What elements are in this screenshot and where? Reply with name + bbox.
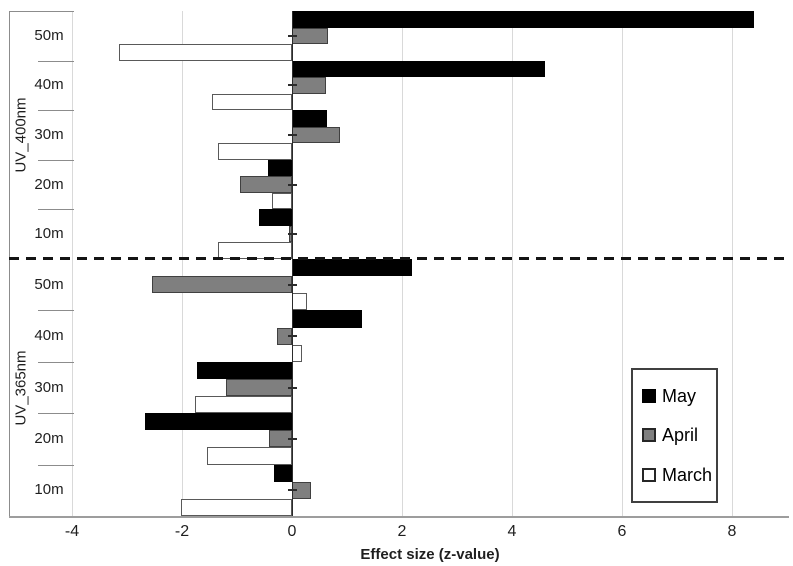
gridline-8 — [732, 11, 733, 516]
bar-UV_365nm-50m-March — [292, 293, 308, 311]
legend-entry-March: March — [642, 466, 712, 484]
bar-UV_365nm-10m-March — [181, 498, 292, 516]
category-label-UV_400nm-40m: 40m — [34, 76, 64, 94]
bar-UV_365nm-50m-April — [151, 276, 292, 294]
x-tick-label-0: 0 — [287, 523, 297, 540]
category-tick — [288, 437, 297, 440]
category-tick — [288, 84, 297, 87]
zero-axis-line — [292, 11, 293, 516]
bar-UV_365nm-30m-April — [226, 378, 292, 397]
bar-UV_365nm-30m-May — [196, 361, 292, 379]
bar-UV_365nm-20m-March — [206, 447, 292, 465]
bar-UV_400nm-30m-March — [217, 143, 292, 160]
legend-label-May: May — [662, 385, 697, 406]
category-label-UV_400nm-10m: 10m — [34, 225, 64, 243]
bar-UV_365nm-50m-May — [292, 259, 412, 277]
gridline-6 — [622, 11, 623, 516]
bar-UV_400nm-30m-April — [292, 126, 341, 144]
category-tick — [288, 34, 297, 37]
legend-entry-April: April — [642, 426, 712, 444]
bar-UV_365nm-30m-March — [195, 396, 292, 414]
x-tick-label-2: 2 — [397, 523, 407, 540]
category-tick — [288, 489, 297, 492]
gridline-4 — [512, 11, 513, 516]
bar-UV_365nm-40m-May — [292, 310, 363, 328]
bar-UV_400nm-20m-May — [268, 159, 292, 177]
bar-UV_400nm-20m-March — [272, 192, 292, 210]
x-tick-label-4: 4 — [507, 523, 517, 540]
category-tick — [288, 386, 297, 389]
group-divider-dashed-line — [9, 257, 786, 260]
category-label-UV_400nm-50m: 50m — [34, 26, 64, 44]
category-label-border-line — [9, 11, 10, 516]
bar-UV_400nm-50m-April — [292, 27, 328, 45]
legend-swatch-May — [642, 388, 656, 403]
x-axis-line — [9, 516, 789, 518]
category-tick — [288, 183, 297, 186]
category-separator — [38, 413, 74, 415]
bar-UV_365nm-20m-May — [145, 413, 292, 431]
category-tick — [288, 283, 297, 286]
category-separator — [38, 159, 74, 161]
legend-label-April: April — [662, 425, 699, 446]
legend-swatch-April — [642, 428, 656, 443]
bar-UV_400nm-40m-May — [292, 60, 545, 78]
legend-label-March: March — [662, 465, 713, 486]
legend-swatch-March — [642, 468, 656, 483]
category-separator — [38, 209, 74, 211]
category-label-UV_400nm-20m: 20m — [34, 175, 64, 193]
legend-entry-May: May — [642, 387, 712, 405]
x-tick-label--2: -2 — [174, 523, 190, 540]
category-label-UV_365nm-30m: 30m — [34, 378, 64, 396]
category-separator — [38, 361, 74, 363]
bar-UV_400nm-20m-April — [239, 176, 292, 193]
category-label-UV_365nm-20m: 20m — [34, 429, 64, 447]
bar-UV_365nm-40m-March — [292, 344, 303, 362]
category-label-UV_365nm-50m: 50m — [34, 275, 64, 293]
category-label-UV_365nm-40m: 40m — [34, 327, 64, 345]
x-tick-label-8: 8 — [727, 523, 737, 540]
x-axis-title: Effect size (z-value) — [360, 546, 500, 563]
x-tick-label--4: -4 — [64, 523, 80, 540]
category-tick — [288, 233, 297, 236]
category-label-UV_400nm-30m: 30m — [34, 126, 64, 143]
category-separator — [38, 60, 74, 62]
category-tick — [288, 335, 297, 338]
category-separator — [38, 310, 74, 312]
gridline--4 — [72, 11, 73, 516]
legend: May April March — [631, 368, 718, 503]
category-separator — [38, 464, 74, 466]
bar-UV_400nm-10m-May — [259, 209, 292, 226]
plot-area — [72, 11, 786, 516]
bar-UV_365nm-10m-May — [274, 464, 292, 482]
category-label-UV_365nm-10m: 10m — [34, 481, 64, 499]
bar-UV_400nm-30m-May — [292, 110, 327, 127]
category-tick — [288, 134, 297, 136]
category-label-top-line — [9, 11, 74, 12]
gridline--2 — [182, 11, 183, 516]
bar-UV_400nm-50m-May — [292, 11, 754, 28]
bar-UV_400nm-40m-March — [212, 93, 292, 111]
category-separator — [38, 110, 74, 112]
bar-UV_400nm-50m-March — [118, 44, 292, 61]
bar-UV_400nm-40m-April — [292, 77, 327, 94]
x-tick-label-6: 6 — [617, 523, 627, 540]
